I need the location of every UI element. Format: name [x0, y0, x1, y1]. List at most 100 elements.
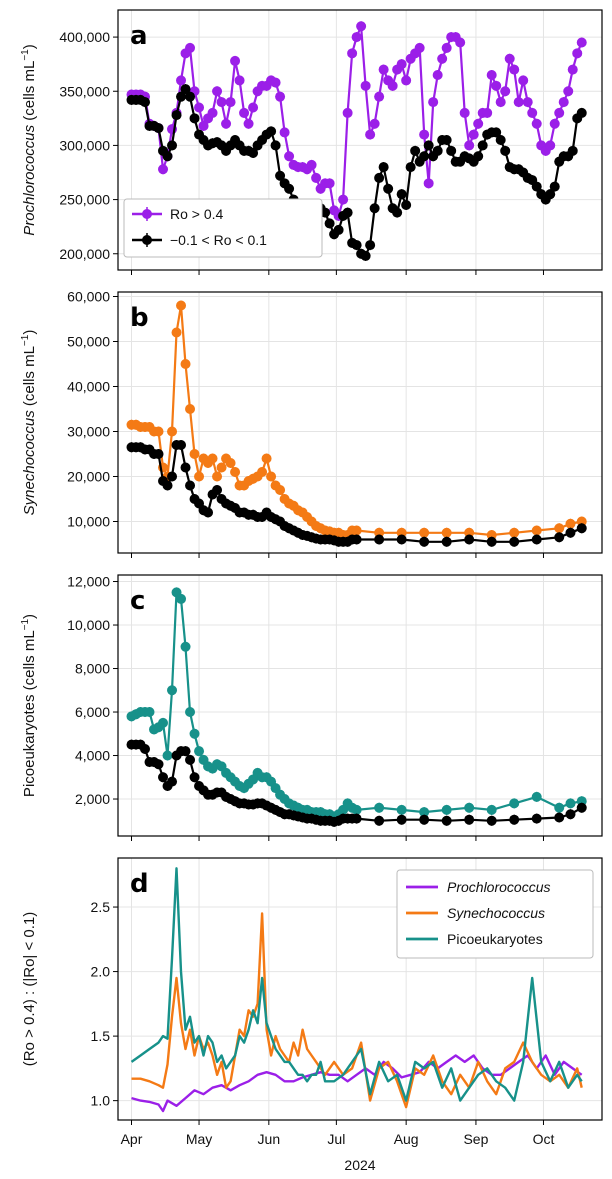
y-axis-label: Picoeukaryotes (cells mL−1) — [20, 614, 38, 797]
data-point — [419, 151, 430, 162]
series-group — [130, 867, 583, 1113]
data-point — [464, 814, 475, 825]
y-tick-label: 8,000 — [75, 661, 110, 677]
data-point — [558, 97, 569, 108]
data-point — [459, 107, 470, 118]
data-point — [374, 534, 385, 545]
plot-frame — [117, 9, 603, 271]
y-tick-label: 10,000 — [67, 514, 110, 530]
data-point — [158, 717, 169, 728]
data-point — [162, 480, 173, 491]
data-point — [225, 458, 236, 468]
data-point — [576, 37, 587, 48]
y-axis-label-close: ) — [21, 44, 38, 49]
y-axis-label-close: ) — [21, 330, 38, 335]
data-point — [374, 815, 385, 826]
data-point — [185, 91, 196, 102]
data-point — [167, 140, 178, 151]
panel-label: b — [130, 303, 149, 333]
data-point — [369, 118, 380, 129]
data-point — [576, 802, 587, 813]
data-point — [351, 32, 362, 43]
data-point — [194, 471, 205, 482]
data-point — [270, 140, 281, 151]
data-point — [266, 471, 277, 482]
y-axis-label-text: Picoeukaryotes (cells mL — [21, 630, 38, 797]
data-point — [153, 449, 164, 459]
data-point — [464, 140, 475, 151]
data-point — [221, 118, 232, 129]
data-point — [531, 118, 542, 129]
data-point — [189, 113, 200, 124]
y-axis-label-superscript: −1 — [20, 49, 31, 61]
data-point — [500, 145, 511, 156]
y-axis-label-superscript: −1 — [20, 334, 31, 346]
data-point — [185, 754, 196, 765]
data-point — [468, 129, 479, 140]
data-point — [491, 80, 502, 91]
data-point — [176, 75, 187, 86]
data-point — [185, 404, 196, 414]
data-point — [189, 728, 200, 739]
data-point — [486, 536, 497, 547]
data-point — [176, 91, 187, 102]
y-axis-label-superscript: −1 — [20, 618, 31, 630]
data-point — [401, 75, 412, 86]
y-axis-label-text: (cells mL — [21, 61, 38, 125]
data-point — [185, 707, 196, 718]
data-point — [167, 776, 178, 787]
data-point — [518, 75, 529, 86]
data-point — [203, 507, 214, 518]
data-point — [441, 42, 452, 53]
y-axis-label: Synechococcus (cells mL−1) — [20, 330, 38, 516]
data-point — [396, 189, 407, 200]
data-point — [549, 118, 560, 129]
data-point — [216, 97, 227, 108]
data-point — [486, 815, 497, 826]
data-point — [419, 527, 430, 538]
data-point — [383, 183, 394, 194]
y-tick-label: 250,000 — [59, 192, 110, 208]
legend-marker — [142, 209, 152, 219]
y-axis-label-text: (cells mL — [21, 346, 38, 410]
data-point — [153, 123, 164, 134]
y-tick-label: 30,000 — [67, 424, 110, 440]
data-point — [212, 471, 223, 482]
data-point — [531, 534, 542, 545]
data-point — [554, 812, 565, 823]
data-point — [270, 77, 281, 88]
legend-label: Ro > 0.4 — [170, 206, 224, 222]
x-tick-label: Jun — [258, 1131, 281, 1147]
data-point — [351, 813, 362, 824]
legend-label: Picoeukaryotes — [447, 931, 543, 947]
legend-box — [123, 198, 323, 258]
panel-d: 1.0 1.5 2.0 2.5 d (Ro > 0.4) : (|Ro| < 0.1) Pr… — [21, 857, 603, 1173]
series-line-low-ro — [130, 867, 583, 1102]
data-point — [473, 151, 484, 162]
data-point — [216, 462, 227, 473]
data-point — [185, 480, 196, 491]
y-tick-label: 1.5 — [91, 1028, 111, 1044]
data-point — [500, 86, 511, 97]
data-point — [414, 42, 425, 53]
data-point — [509, 814, 520, 825]
x-tick-label: May — [186, 1131, 212, 1147]
data-point — [347, 48, 358, 59]
data-point — [374, 172, 385, 183]
y-tick-label: 10,000 — [67, 617, 110, 633]
data-point — [441, 815, 452, 826]
data-point — [369, 203, 380, 214]
data-point — [576, 107, 587, 118]
x-tick-label: Jul — [327, 1131, 345, 1147]
data-point — [360, 250, 371, 261]
legend-label: −0.1 < Ro < 0.1 — [170, 232, 267, 248]
y-tick-label: 20,000 — [67, 469, 110, 485]
data-point — [441, 135, 452, 145]
data-point — [486, 70, 497, 80]
data-point — [351, 240, 362, 251]
panel-label: a — [130, 21, 148, 51]
data-point — [275, 91, 286, 102]
y-axis-label-italic: Synechococcus — [21, 410, 38, 516]
data-point — [230, 55, 241, 66]
data-point — [545, 140, 556, 151]
